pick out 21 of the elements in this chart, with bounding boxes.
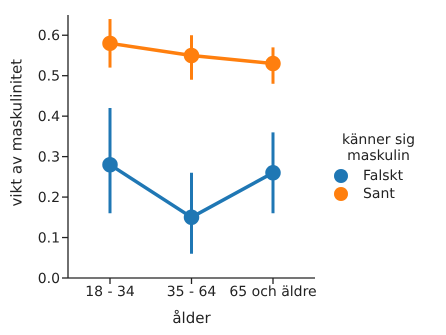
point — [184, 48, 200, 64]
y-axis-title: vikt av maskulinitet — [7, 58, 26, 206]
x-axis-title: ålder — [172, 309, 212, 327]
legend-label: Falskt — [363, 168, 404, 184]
y-tick-label: 0.0 — [38, 270, 60, 287]
y-tick-label: 0.1 — [38, 230, 60, 247]
x-tick-label: 35 - 64 — [166, 284, 216, 300]
point — [102, 156, 118, 172]
x-tick-label: 18 - 34 — [85, 284, 135, 300]
y-tick-label: 0.2 — [38, 190, 60, 206]
point — [184, 210, 200, 226]
legend-title: känner sig maskulin — [340, 132, 416, 164]
x-tick-label: 65 och äldre — [229, 284, 317, 300]
point — [102, 36, 118, 52]
legend-label: Sant — [363, 186, 395, 202]
y-tick-label: 0.3 — [38, 150, 60, 166]
y-tick-label: 0.4 — [38, 109, 60, 126]
point — [265, 56, 281, 72]
y-tick-label: 0.6 — [38, 28, 60, 44]
point — [265, 165, 281, 181]
y-tick-label: 0.5 — [38, 68, 60, 85]
